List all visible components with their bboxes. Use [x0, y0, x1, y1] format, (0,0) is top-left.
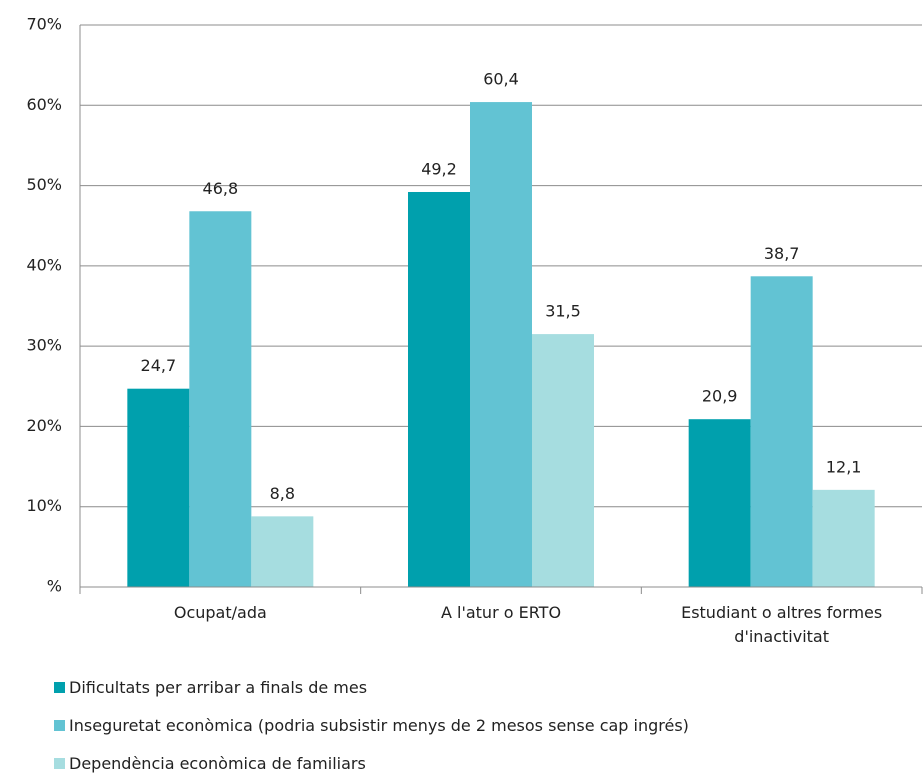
data-label: 31,5 [545, 302, 581, 321]
bar [812, 489, 875, 587]
plot: % 10% 20% 30% 40% 50% 60% 70% 24,7 46,8 8,8 49,2 60,… [26, 15, 923, 596]
x-tick-label: Estudiant o altres formes d'inactivitat [681, 603, 883, 646]
y-tick-label: 60% [26, 95, 62, 114]
data-label: 24,7 [141, 356, 177, 375]
bar [251, 516, 314, 587]
data-label: 60,4 [483, 70, 519, 89]
data-label: 49,2 [421, 159, 457, 178]
y-tick-label: 40% [26, 255, 62, 274]
data-label: 20,9 [702, 387, 738, 406]
bar [408, 191, 470, 587]
y-tick-label: 70% [26, 15, 62, 34]
y-tick-label: % [47, 577, 62, 596]
x-tick-label: A l'atur o ERTO [440, 603, 562, 622]
y-tick-label: 30% [26, 336, 62, 355]
data-label: 12,1 [826, 457, 862, 476]
data-label: 38,7 [764, 244, 800, 263]
legend-label: Dependència econòmica de familiars [69, 754, 366, 773]
legend-entry: Dependència econòmica de familiars [54, 754, 366, 773]
legend-swatch [54, 758, 65, 769]
data-label: 46,8 [203, 179, 239, 198]
legend-label: Dificultats per arribar a finals de mes [69, 678, 368, 697]
data-label: 8,8 [270, 484, 295, 503]
legend-label: Inseguretat econòmica (podria subsistir … [69, 716, 689, 735]
legend-swatch [54, 682, 65, 693]
bar [532, 334, 594, 587]
y-tick-label: 20% [26, 416, 62, 435]
bar [750, 276, 813, 587]
y-tick-label: 10% [26, 496, 62, 515]
bar [688, 419, 751, 587]
legend-entry: Inseguretat econòmica (podria subsistir … [54, 716, 689, 735]
legend-entry: Dificultats per arribar a finals de mes [54, 678, 367, 697]
bar [470, 102, 532, 588]
y-tick-label: 50% [26, 175, 62, 194]
x-tick-label: Ocupat/ada [173, 603, 267, 622]
bar [189, 211, 252, 587]
bar [127, 388, 190, 587]
legend-swatch [54, 720, 65, 731]
